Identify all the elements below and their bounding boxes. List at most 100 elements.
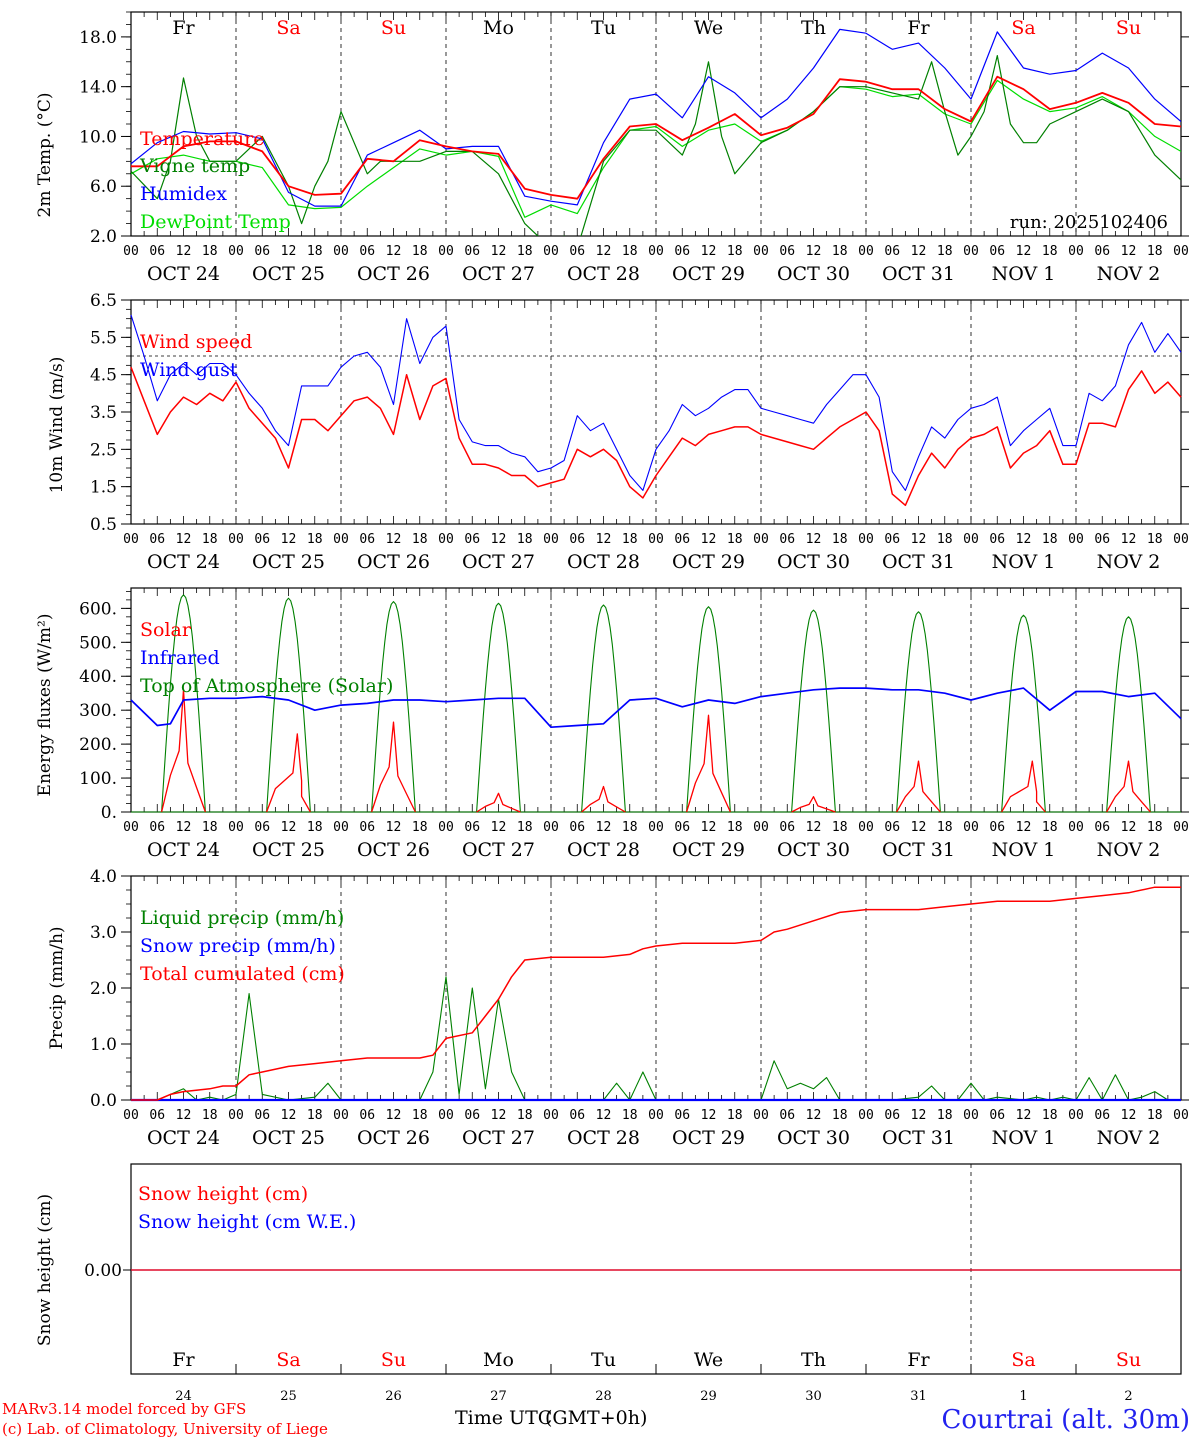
- hour-label: 06: [464, 820, 480, 835]
- hour-label: 06: [569, 244, 585, 259]
- hour-label: 12: [386, 532, 402, 547]
- date-label: OCT 25: [252, 1127, 325, 1149]
- hour-label: 12: [911, 532, 927, 547]
- hour-label: 06: [359, 244, 375, 259]
- hour-label: 12: [1016, 532, 1032, 547]
- date-label: OCT 30: [777, 839, 850, 861]
- day-number: 30: [805, 1389, 822, 1404]
- date-label: OCT 27: [462, 263, 535, 285]
- hour-label: 06: [254, 532, 270, 547]
- hour-label: 12: [281, 1108, 297, 1123]
- hour-label: 06: [149, 532, 165, 547]
- hour-label: 00: [543, 244, 559, 259]
- hour-label: 12: [806, 532, 822, 547]
- hour-label: 12: [806, 1108, 822, 1123]
- hour-label: 00: [858, 1108, 874, 1123]
- hour-label: 06: [254, 820, 270, 835]
- hour-label: 00: [1173, 532, 1189, 547]
- toa-solar-curve: [682, 606, 735, 813]
- date-label: OCT 25: [252, 551, 325, 573]
- solar-curve: [896, 760, 941, 813]
- hour-label: 00: [333, 244, 349, 259]
- legend-dewpoint: DewPoint Temp: [140, 211, 291, 233]
- hour-label: 12: [701, 1108, 717, 1123]
- date-label: OCT 29: [672, 1127, 745, 1149]
- hour-label: 12: [491, 532, 507, 547]
- weekday-label: Th: [801, 1349, 826, 1371]
- hour-label: 06: [254, 244, 270, 259]
- hour-label: 18: [412, 1108, 428, 1123]
- hour-label: 12: [281, 820, 297, 835]
- hour-label: 00: [1173, 244, 1189, 259]
- time-axis-label-overlap: (GMT+0h): [545, 1407, 647, 1429]
- weekday-label: Su: [1116, 1349, 1141, 1371]
- date-label: NOV 2: [1097, 263, 1161, 285]
- hour-label: 06: [884, 820, 900, 835]
- snow-ylabel: Snow height (cm): [35, 1194, 55, 1346]
- hour-label: 18: [727, 820, 743, 835]
- date-label: OCT 29: [672, 839, 745, 861]
- legend-toa-solar: Top of Atmosphere (Solar): [140, 675, 393, 697]
- hour-label: 00: [333, 1108, 349, 1123]
- wind-speed-line: [130, 366, 1182, 507]
- weekday-label: Sa: [276, 17, 300, 39]
- hour-label: 12: [386, 1108, 402, 1123]
- hour-label: 00: [438, 532, 454, 547]
- temperature-line: [131, 75, 1181, 200]
- date-label: OCT 26: [357, 839, 430, 861]
- solar-curve: [685, 714, 731, 813]
- hour-label: 06: [674, 820, 690, 835]
- y-tick-label: 500.: [79, 633, 117, 653]
- toa-solar-curve: [892, 611, 945, 813]
- hour-label: 18: [307, 1108, 323, 1123]
- hour-label: 00: [1068, 820, 1084, 835]
- hour-label: 12: [1121, 1108, 1137, 1123]
- snow-panel: Fr 24 Sa 25 Su 26 Mo 27 Tu 28 We 29 Th 30 Fr 31 Sa 1 Su 2 S…: [35, 1163, 1182, 1404]
- legend-wind-speed: Wind speed: [140, 331, 252, 353]
- hour-label: 12: [1121, 244, 1137, 259]
- solar-curve: [370, 721, 416, 813]
- date-label: NOV 2: [1097, 551, 1161, 573]
- date-label: OCT 25: [252, 263, 325, 285]
- day-number: 1: [1019, 1389, 1027, 1404]
- weekday-label: We: [694, 17, 723, 39]
- hour-label: 18: [307, 532, 323, 547]
- hour-label: 12: [596, 820, 612, 835]
- temperature-ylabel: 2m Temp. (°C): [35, 92, 55, 217]
- wind-panel: 00 06 12 18 OCT 24 00 06 12 18 OCT 25 00 06 12 18 OCT …: [47, 291, 1189, 573]
- date-label: OCT 30: [777, 551, 850, 573]
- hour-label: 18: [202, 820, 218, 835]
- y-tick-label: 0.: [101, 803, 117, 823]
- hour-label: 18: [832, 820, 848, 835]
- hour-label: 00: [123, 244, 139, 259]
- date-label: NOV 1: [992, 263, 1056, 285]
- date-label: OCT 31: [882, 1127, 955, 1149]
- hour-label: 18: [307, 820, 323, 835]
- hour-label: 06: [884, 532, 900, 547]
- wind-ylabel: 10m Wind (m/s): [47, 357, 67, 494]
- hour-label: 18: [832, 244, 848, 259]
- credit-line-1: MARv3.14 model forced by GFS: [2, 1400, 246, 1418]
- hour-label: 06: [884, 244, 900, 259]
- day-number: 27: [490, 1389, 507, 1404]
- hour-label: 00: [858, 532, 874, 547]
- hour-label: 00: [963, 1108, 979, 1123]
- hour-label: 00: [648, 820, 664, 835]
- weekday-label: Mo: [483, 1349, 514, 1371]
- hour-label: 06: [884, 1108, 900, 1123]
- hour-label: 06: [989, 1108, 1005, 1123]
- date-label: OCT 27: [462, 839, 535, 861]
- hour-label: 12: [176, 244, 192, 259]
- hour-label: 00: [123, 820, 139, 835]
- energy-ylabel: Energy fluxes (W/m²): [35, 614, 55, 797]
- toa-solar-curve: [157, 594, 210, 813]
- hour-label: 12: [386, 820, 402, 835]
- hour-label: 18: [202, 532, 218, 547]
- vigne-temp-line: [131, 54, 1181, 236]
- date-label: OCT 30: [777, 1127, 850, 1149]
- hour-label: 00: [228, 532, 244, 547]
- hour-label: 00: [963, 532, 979, 547]
- hour-label: 06: [254, 1108, 270, 1123]
- legend-wind-gust: Wind gust: [140, 359, 238, 381]
